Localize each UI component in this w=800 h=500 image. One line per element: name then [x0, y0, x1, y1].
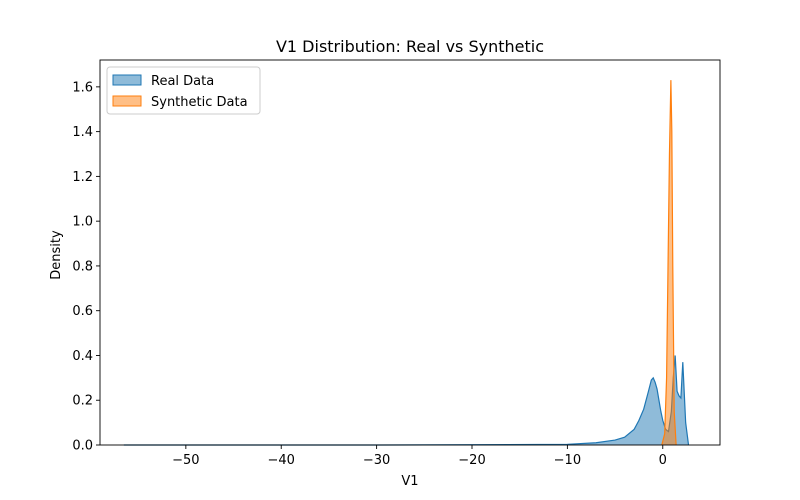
legend-swatch-1: [112, 95, 142, 107]
y-tick-label: 1.6: [72, 80, 93, 95]
x-tick-label: −50: [172, 453, 199, 468]
plot-area: [123, 80, 690, 446]
y-tick-label: 1.4: [72, 125, 93, 140]
y-tick-label: 0.2: [72, 394, 93, 409]
x-tick-label: −40: [268, 453, 295, 468]
legend: Real Data Synthetic Data: [106, 66, 261, 115]
legend-label-1: Synthetic Data: [151, 95, 248, 110]
series-line-1: [661, 80, 677, 446]
y-tick-label: 0.8: [72, 259, 93, 274]
legend-label-0: Real Data: [151, 74, 214, 89]
x-axis-label: V1: [401, 474, 418, 489]
legend-box: [106, 66, 261, 115]
y-tick-label: 0.4: [72, 349, 93, 364]
series-area-1: [661, 80, 677, 446]
y-tick-label: 0.6: [72, 304, 93, 319]
x-tick-label: −10: [554, 453, 581, 468]
axes: −50 −40 −30 −20 −10 0 0.0 0.2 0.4 0.6 0.8 1.0 1.2 1.4…: [72, 59, 721, 468]
x-tick-label: −20: [458, 453, 485, 468]
legend-swatch-0: [112, 74, 142, 86]
y-tick-label: 0.0: [72, 439, 93, 454]
y-axis-label: Density: [49, 230, 64, 280]
series-line-0: [123, 355, 690, 446]
plot-frame: [99, 59, 721, 446]
series-area-0: [123, 355, 689, 445]
y-tick-label: 1.0: [72, 215, 93, 230]
x-tick-label: −30: [363, 453, 390, 468]
x-tick-label: 0: [659, 453, 667, 468]
y-tick-label: 1.2: [72, 170, 93, 185]
chart-title: V1 Distribution: Real vs Synthetic: [276, 37, 544, 56]
